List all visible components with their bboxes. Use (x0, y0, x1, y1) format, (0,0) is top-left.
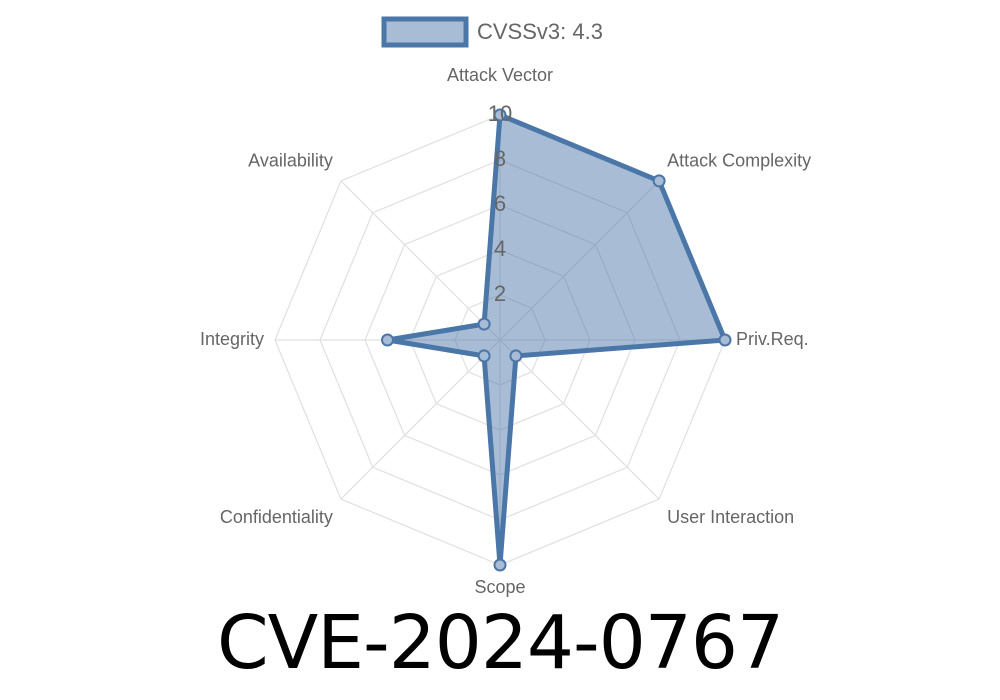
grid-spoke (499, 339, 660, 500)
series-area (387, 111, 729, 566)
data-point-8 (477, 317, 491, 331)
tick-label-10: 10 (488, 101, 512, 126)
tick-label-6: 6 (494, 191, 506, 216)
data-point-1 (493, 108, 507, 122)
axis-label-integrity: Integrity (200, 329, 264, 349)
grid-spoke (340, 180, 501, 341)
tick-label-4: 4 (494, 236, 506, 261)
tick-label-2: 2 (494, 281, 506, 306)
page-title: CVE-2024-0767 (216, 600, 784, 686)
axis-label-user-interaction: User Interaction (667, 507, 794, 527)
axis-label-confidentiality: Confidentiality (220, 507, 333, 527)
grid-spoke (340, 339, 501, 500)
data-point-4 (509, 349, 523, 363)
axis-label-scope: Scope (474, 577, 525, 597)
data-point-5 (493, 558, 507, 572)
data-point-7 (381, 333, 394, 347)
grid-spoke (499, 180, 660, 341)
legend-label: CVSSv3: 4.3 (477, 19, 603, 44)
axis-label-attack-vector: Attack Vector (447, 65, 553, 85)
legend-swatch (381, 16, 469, 48)
axis-label-availability: Availability (248, 151, 333, 171)
axis-label-attack-complexity: Attack Complexity (667, 151, 811, 171)
data-point-6 (477, 349, 491, 363)
tick-label-8: 8 (494, 146, 506, 171)
axis-label-priv-req-: Priv.Req. (736, 329, 809, 349)
data-point-2 (652, 174, 666, 188)
data-point-3 (718, 333, 732, 347)
